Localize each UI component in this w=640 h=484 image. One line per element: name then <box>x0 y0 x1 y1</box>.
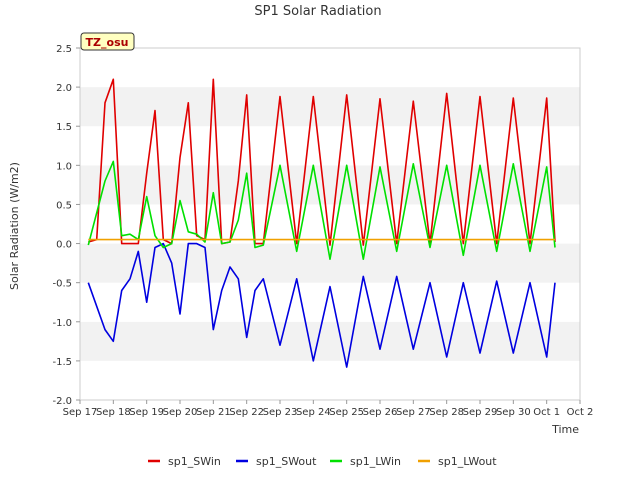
x-tick-label: Sep 26 <box>363 407 398 418</box>
x-tick-label: Sep 28 <box>429 407 464 418</box>
y-axis-label: Solar Radiation (W/m2) <box>8 162 21 290</box>
x-tick-label: Sep 19 <box>129 407 164 418</box>
series-lines <box>87 78 556 368</box>
series-line-sp1_SWin <box>88 78 556 246</box>
x-tick-label: Oct 2 <box>567 407 594 418</box>
legend-label: sp1_LWout <box>438 455 497 468</box>
series-line-sp1_SWout <box>87 242 556 368</box>
y-tick-label: 1.5 <box>56 122 72 133</box>
y-tick-label: -2.0 <box>52 396 72 407</box>
site-label: TZ_osu <box>86 36 129 49</box>
legend-label: sp1_LWin <box>350 455 401 468</box>
x-tick-label: Sep 20 <box>163 407 198 418</box>
background-bands <box>80 48 580 400</box>
y-tick-label: 0.0 <box>56 240 72 251</box>
x-tick-label: Sep 24 <box>296 407 331 418</box>
y-tick-label: -1.5 <box>52 357 72 368</box>
x-tick-label: Sep 18 <box>96 407 131 418</box>
y-tick-label: -1.0 <box>52 318 72 329</box>
x-tick-label: Oct 1 <box>533 407 560 418</box>
series-line-sp1_LWin <box>87 160 556 261</box>
x-tick-label: Sep 17 <box>63 407 98 418</box>
y-tick-label: 1.0 <box>56 161 72 172</box>
grid-band <box>80 126 580 166</box>
site-label-box: TZ_osu <box>80 32 135 51</box>
x-tick-label: Sep 27 <box>396 407 431 418</box>
x-tick-label: Sep 22 <box>229 407 264 418</box>
y-tick-label: -0.5 <box>52 279 72 290</box>
grid-band <box>80 87 580 127</box>
grid-band <box>80 48 580 88</box>
x-axis-label: Time <box>551 423 579 436</box>
y-tick-label: 2.0 <box>56 83 72 94</box>
grid-band <box>80 360 580 400</box>
y-axis: -2.0 -1.5 -1.0 -0.5 0.0 0.5 1.0 1.5 2.0 2.5 <box>52 44 80 407</box>
legend-label: sp1_SWin <box>168 455 221 468</box>
legend-label: sp1_SWout <box>256 455 317 468</box>
y-tick-label: 2.5 <box>56 44 72 55</box>
chart-title: SP1 Solar Radiation <box>254 4 381 19</box>
grid-band <box>80 321 580 361</box>
x-tick-label: Sep 23 <box>263 407 298 418</box>
grid-band <box>80 165 580 205</box>
x-tick-label: Sep 25 <box>329 407 364 418</box>
x-tick-label: Sep 29 <box>463 407 498 418</box>
x-tick-label: Sep 21 <box>196 407 231 418</box>
legend: sp1_SWin sp1_SWout sp1_LWin sp1_LWout <box>148 455 497 468</box>
x-tick-label: Sep 30 <box>496 407 531 418</box>
y-tick-label: 0.5 <box>56 200 72 211</box>
plot-frame <box>79 47 581 401</box>
